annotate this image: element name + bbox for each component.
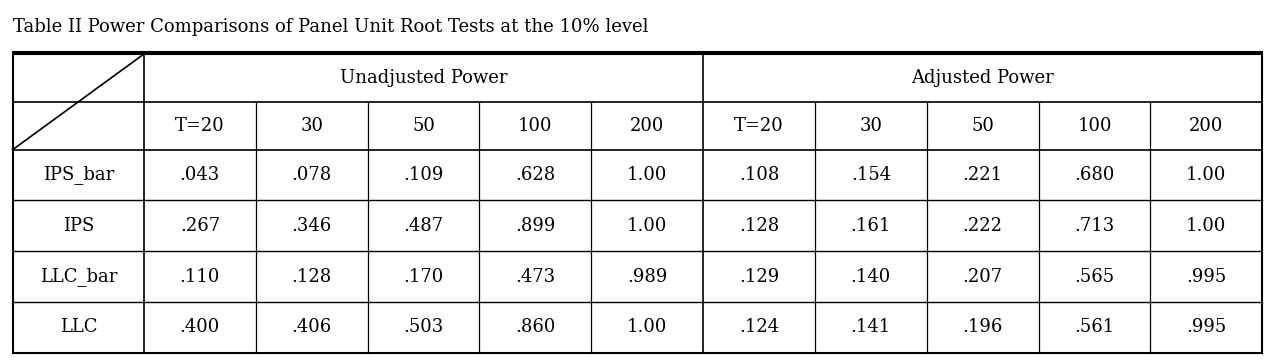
Text: 200: 200 [1190,117,1224,135]
Text: .473: .473 [515,267,556,285]
Text: .565: .565 [1075,267,1114,285]
Text: .129: .129 [740,267,779,285]
Text: .124: .124 [740,318,779,336]
Text: LLC: LLC [60,318,97,336]
Text: .487: .487 [403,217,444,235]
Text: .860: .860 [515,318,556,336]
Text: .346: .346 [292,217,332,235]
Text: .207: .207 [963,267,1002,285]
Text: .108: .108 [738,166,779,184]
Text: .196: .196 [963,318,1003,336]
Text: T=20: T=20 [175,117,224,135]
Text: IPS_bar: IPS_bar [43,166,113,184]
Text: Adjusted Power: Adjusted Power [912,69,1054,87]
Text: .899: .899 [515,217,556,235]
Text: .128: .128 [740,217,779,235]
Text: .267: .267 [180,217,219,235]
Text: .221: .221 [963,166,1002,184]
Text: .128: .128 [292,267,332,285]
Text: .680: .680 [1075,166,1114,184]
Text: 30: 30 [859,117,882,135]
Text: .109: .109 [403,166,444,184]
Text: .561: .561 [1075,318,1114,336]
Text: 1.00: 1.00 [1186,217,1227,235]
Text: 1.00: 1.00 [627,166,667,184]
Text: 50: 50 [972,117,995,135]
Text: .141: .141 [850,318,891,336]
Text: .503: .503 [403,318,444,336]
Text: 1.00: 1.00 [1186,166,1227,184]
Text: .110: .110 [180,267,221,285]
Text: 200: 200 [630,117,664,135]
Text: .154: .154 [850,166,891,184]
Text: 1.00: 1.00 [627,318,667,336]
Text: 100: 100 [1077,117,1112,135]
Text: .161: .161 [850,217,891,235]
Text: .628: .628 [515,166,556,184]
Text: .400: .400 [180,318,221,336]
Text: .140: .140 [850,267,891,285]
Text: .989: .989 [627,267,667,285]
Text: 30: 30 [300,117,323,135]
Text: .043: .043 [180,166,221,184]
Text: .170: .170 [403,267,444,285]
Text: 100: 100 [518,117,552,135]
Text: Table II Power Comparisons of Panel Unit Root Tests at the 10% level: Table II Power Comparisons of Panel Unit… [13,18,648,36]
Text: .995: .995 [1186,267,1227,285]
Text: LLC_bar: LLC_bar [40,267,117,286]
Text: .995: .995 [1186,318,1227,336]
Text: 1.00: 1.00 [627,217,667,235]
Text: .713: .713 [1075,217,1114,235]
Text: .406: .406 [292,318,332,336]
Text: .222: .222 [963,217,1002,235]
Text: 50: 50 [412,117,435,135]
Text: T=20: T=20 [734,117,784,135]
Text: IPS: IPS [62,217,94,235]
Text: .078: .078 [292,166,332,184]
Text: Unadjusted Power: Unadjusted Power [339,69,507,87]
